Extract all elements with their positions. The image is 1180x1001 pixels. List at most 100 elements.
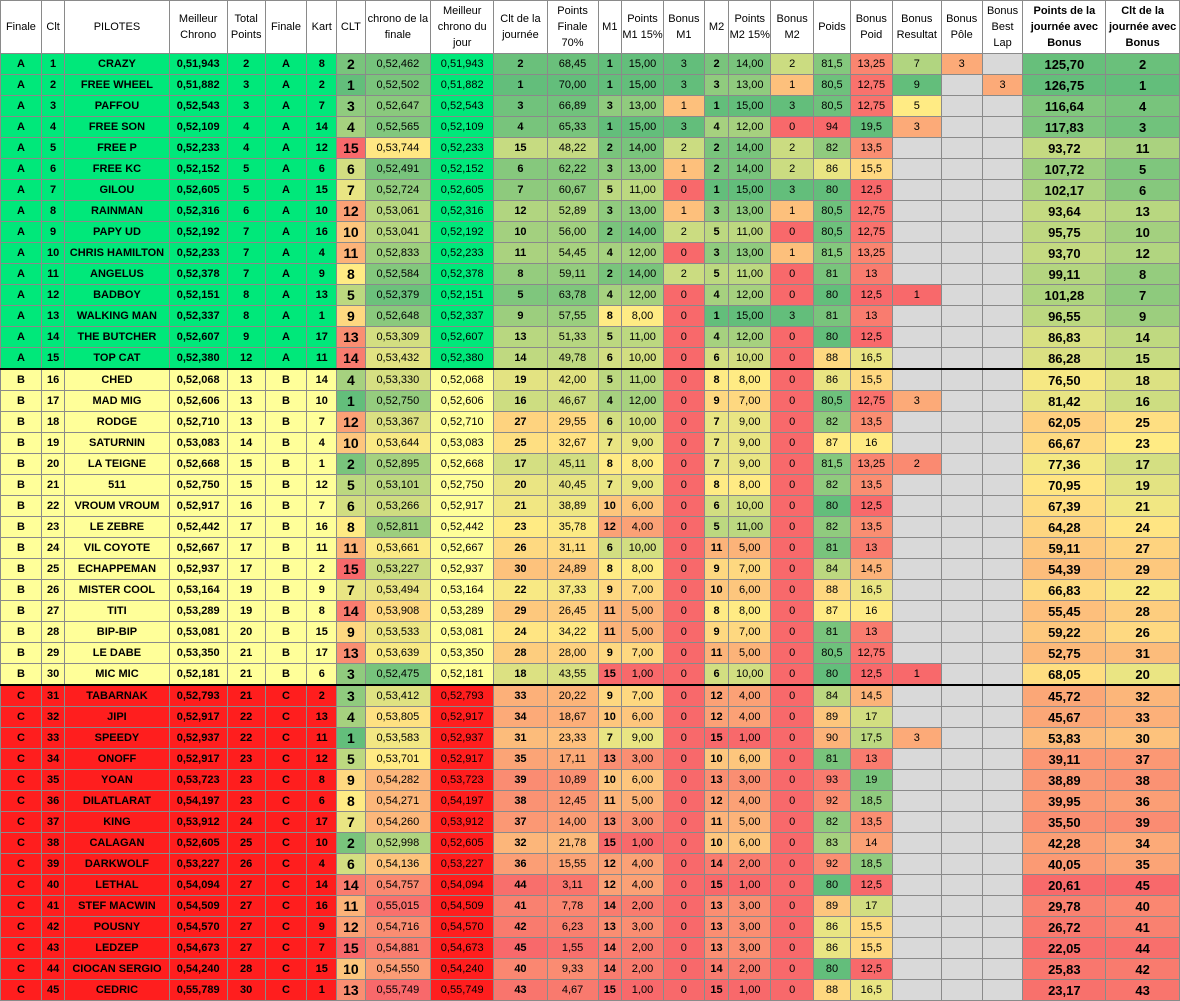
- table-cell: 10: [597, 769, 623, 791]
- table-cell: B: [264, 663, 308, 686]
- table-cell: 1: [336, 390, 366, 412]
- table-cell: 7: [306, 937, 338, 959]
- table-cell: 0,52,151: [168, 284, 228, 306]
- table-cell: 5: [40, 137, 66, 159]
- table-cell: 0: [770, 937, 815, 959]
- table-cell: 5,00: [621, 621, 664, 643]
- table-cell: TOP CAT: [64, 347, 170, 370]
- table-cell: 8: [703, 474, 730, 496]
- table-cell: 0,52,181: [168, 663, 228, 686]
- table-cell: 0,53,227: [430, 853, 495, 875]
- table-cell: [940, 727, 983, 749]
- table-cell: 0,53,432: [364, 347, 432, 370]
- table-cell: [940, 537, 983, 559]
- table-cell: 0,52,543: [430, 95, 495, 117]
- table-cell: 87: [813, 600, 851, 622]
- table-cell: 4: [226, 116, 266, 138]
- table-cell: 0,52,109: [430, 116, 495, 138]
- table-cell: 10: [306, 390, 338, 412]
- table-cell: 10,00: [621, 411, 664, 433]
- table-cell: PAFFOU: [64, 95, 170, 117]
- table-cell: 16: [306, 516, 338, 538]
- table-cell: B: [0, 453, 42, 475]
- table-cell: 0,52,605: [430, 832, 495, 854]
- table-cell: 0,52,379: [364, 284, 432, 306]
- table-cell: [891, 326, 942, 348]
- table-cell: 0,54,570: [430, 916, 495, 938]
- table-cell: 0,53,494: [364, 579, 432, 601]
- table-cell: 9: [306, 263, 338, 285]
- table-cell: [981, 305, 1024, 327]
- table-cell: 14,5: [849, 684, 893, 707]
- table-cell: 7: [226, 242, 266, 264]
- table-cell: 0,53,912: [168, 811, 228, 833]
- table-cell: 1,00: [621, 832, 664, 854]
- table-cell: 76,50: [1022, 368, 1107, 391]
- table-cell: 6: [306, 158, 338, 180]
- table-row: A 2 FREE WHEEL 0,51,882 3 A 2 1 0,52,502 0,51,882…: [0, 74, 1180, 96]
- table-cell: 13,00: [621, 95, 664, 117]
- table-cell: B: [264, 642, 308, 664]
- table-cell: 24: [1105, 516, 1180, 538]
- table-cell: PAPY UD: [64, 221, 170, 243]
- table-cell: 11: [597, 621, 623, 643]
- table-cell: VIL COYOTE: [64, 537, 170, 559]
- table-cell: [891, 495, 942, 517]
- table-cell: 24: [40, 537, 66, 559]
- table-cell: 0,52,667: [168, 537, 228, 559]
- table-cell: 2: [662, 263, 705, 285]
- table-cell: A: [264, 95, 308, 117]
- column-header: Finale: [264, 0, 308, 54]
- table-cell: 34: [40, 748, 66, 770]
- table-cell: 6: [597, 411, 623, 433]
- table-cell: 42: [1105, 958, 1180, 980]
- table-cell: 1: [306, 979, 338, 1001]
- table-cell: 29: [493, 600, 548, 622]
- table-cell: 1,55: [546, 937, 599, 959]
- table-cell: 0: [770, 600, 815, 622]
- table-cell: [891, 832, 942, 854]
- table-cell: 23: [1105, 432, 1180, 454]
- table-cell: 23: [226, 769, 266, 791]
- table-cell: SATURNIN: [64, 432, 170, 454]
- table-cell: 1,00: [728, 727, 772, 749]
- table-cell: 13: [849, 263, 893, 285]
- table-cell: 3,11: [546, 874, 599, 896]
- table-cell: 0,55,749: [430, 979, 495, 1001]
- table-cell: 40: [40, 874, 66, 896]
- table-cell: B: [264, 621, 308, 643]
- table-cell: 11,00: [728, 221, 772, 243]
- table-cell: 0,52,668: [430, 453, 495, 475]
- table-cell: 8: [597, 558, 623, 580]
- table-cell: 9,00: [728, 432, 772, 454]
- table-cell: 80,5: [813, 200, 851, 222]
- table-cell: 7,00: [621, 579, 664, 601]
- table-cell: 9: [306, 916, 338, 938]
- table-cell: 1: [770, 242, 815, 264]
- table-cell: 11: [493, 242, 548, 264]
- table-cell: 8,00: [621, 305, 664, 327]
- table-cell: C: [0, 706, 42, 728]
- table-cell: 35,78: [546, 516, 599, 538]
- table-cell: 8: [597, 305, 623, 327]
- table-cell: C: [0, 790, 42, 812]
- table-cell: 0: [770, 390, 815, 412]
- table-cell: [981, 326, 1024, 348]
- table-cell: 11: [703, 537, 730, 559]
- table-cell: 34: [1105, 832, 1180, 854]
- table-cell: 17: [306, 642, 338, 664]
- table-cell: 0: [770, 116, 815, 138]
- table-cell: KING: [64, 811, 170, 833]
- table-cell: [891, 200, 942, 222]
- table-cell: A: [0, 95, 42, 117]
- table-cell: 2: [770, 53, 815, 75]
- table-cell: MISTER COOL: [64, 579, 170, 601]
- table-cell: 2,00: [728, 958, 772, 980]
- table-cell: 7,78: [546, 895, 599, 917]
- table-cell: 12,5: [849, 284, 893, 306]
- table-cell: [981, 579, 1024, 601]
- table-cell: B: [264, 516, 308, 538]
- table-cell: 0,53,083: [430, 432, 495, 454]
- table-cell: 23: [493, 516, 548, 538]
